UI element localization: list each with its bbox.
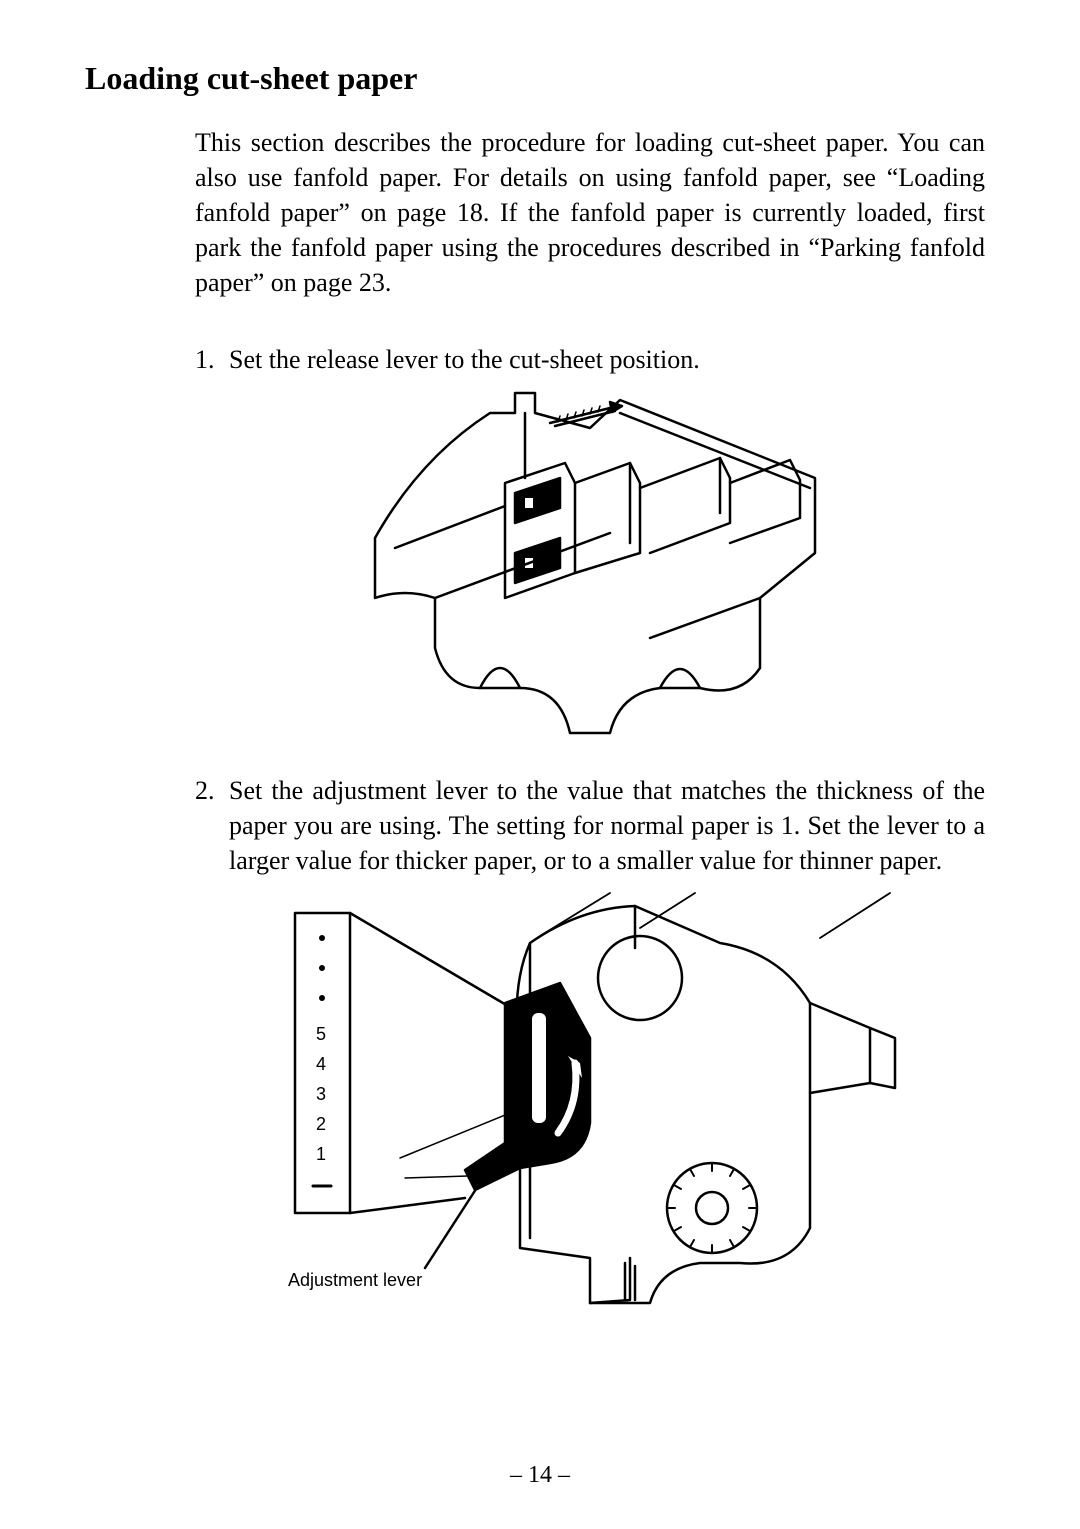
- figure-2-caption: Adjustment lever: [288, 1270, 422, 1290]
- figure-2-adjustment-lever: 5 4 3 2 1 Adjustment lever: [280, 888, 900, 1308]
- scale-4: 4: [316, 1054, 326, 1074]
- step-1-text: Set the release lever to the cut-sheet p…: [229, 342, 985, 377]
- step-1: 1. Set the release lever to the cut-shee…: [195, 342, 985, 377]
- intro-paragraph: This section describes the procedure for…: [195, 125, 985, 300]
- section-heading: Loading cut-sheet paper: [85, 60, 995, 97]
- step-2-number: 2.: [195, 773, 229, 878]
- step-1-number: 1.: [195, 342, 229, 377]
- page-number: – 14 –: [0, 1462, 1080, 1489]
- figure-2-wrap: 5 4 3 2 1 Adjustment lever: [195, 888, 985, 1313]
- page: Loading cut-sheet paper This section des…: [0, 0, 1080, 1529]
- scale-2: 2: [316, 1114, 326, 1134]
- step-2-text: Set the adjustment lever to the value th…: [229, 773, 985, 878]
- body-block: This section describes the procedure for…: [195, 125, 985, 1313]
- figure-1-wrap: [195, 388, 985, 743]
- scale-1: 1: [316, 1144, 326, 1164]
- step-2: 2. Set the adjustment lever to the value…: [195, 773, 985, 878]
- scale-3: 3: [316, 1084, 326, 1104]
- figure-1-release-lever: [360, 388, 820, 738]
- scale-5: 5: [316, 1024, 326, 1044]
